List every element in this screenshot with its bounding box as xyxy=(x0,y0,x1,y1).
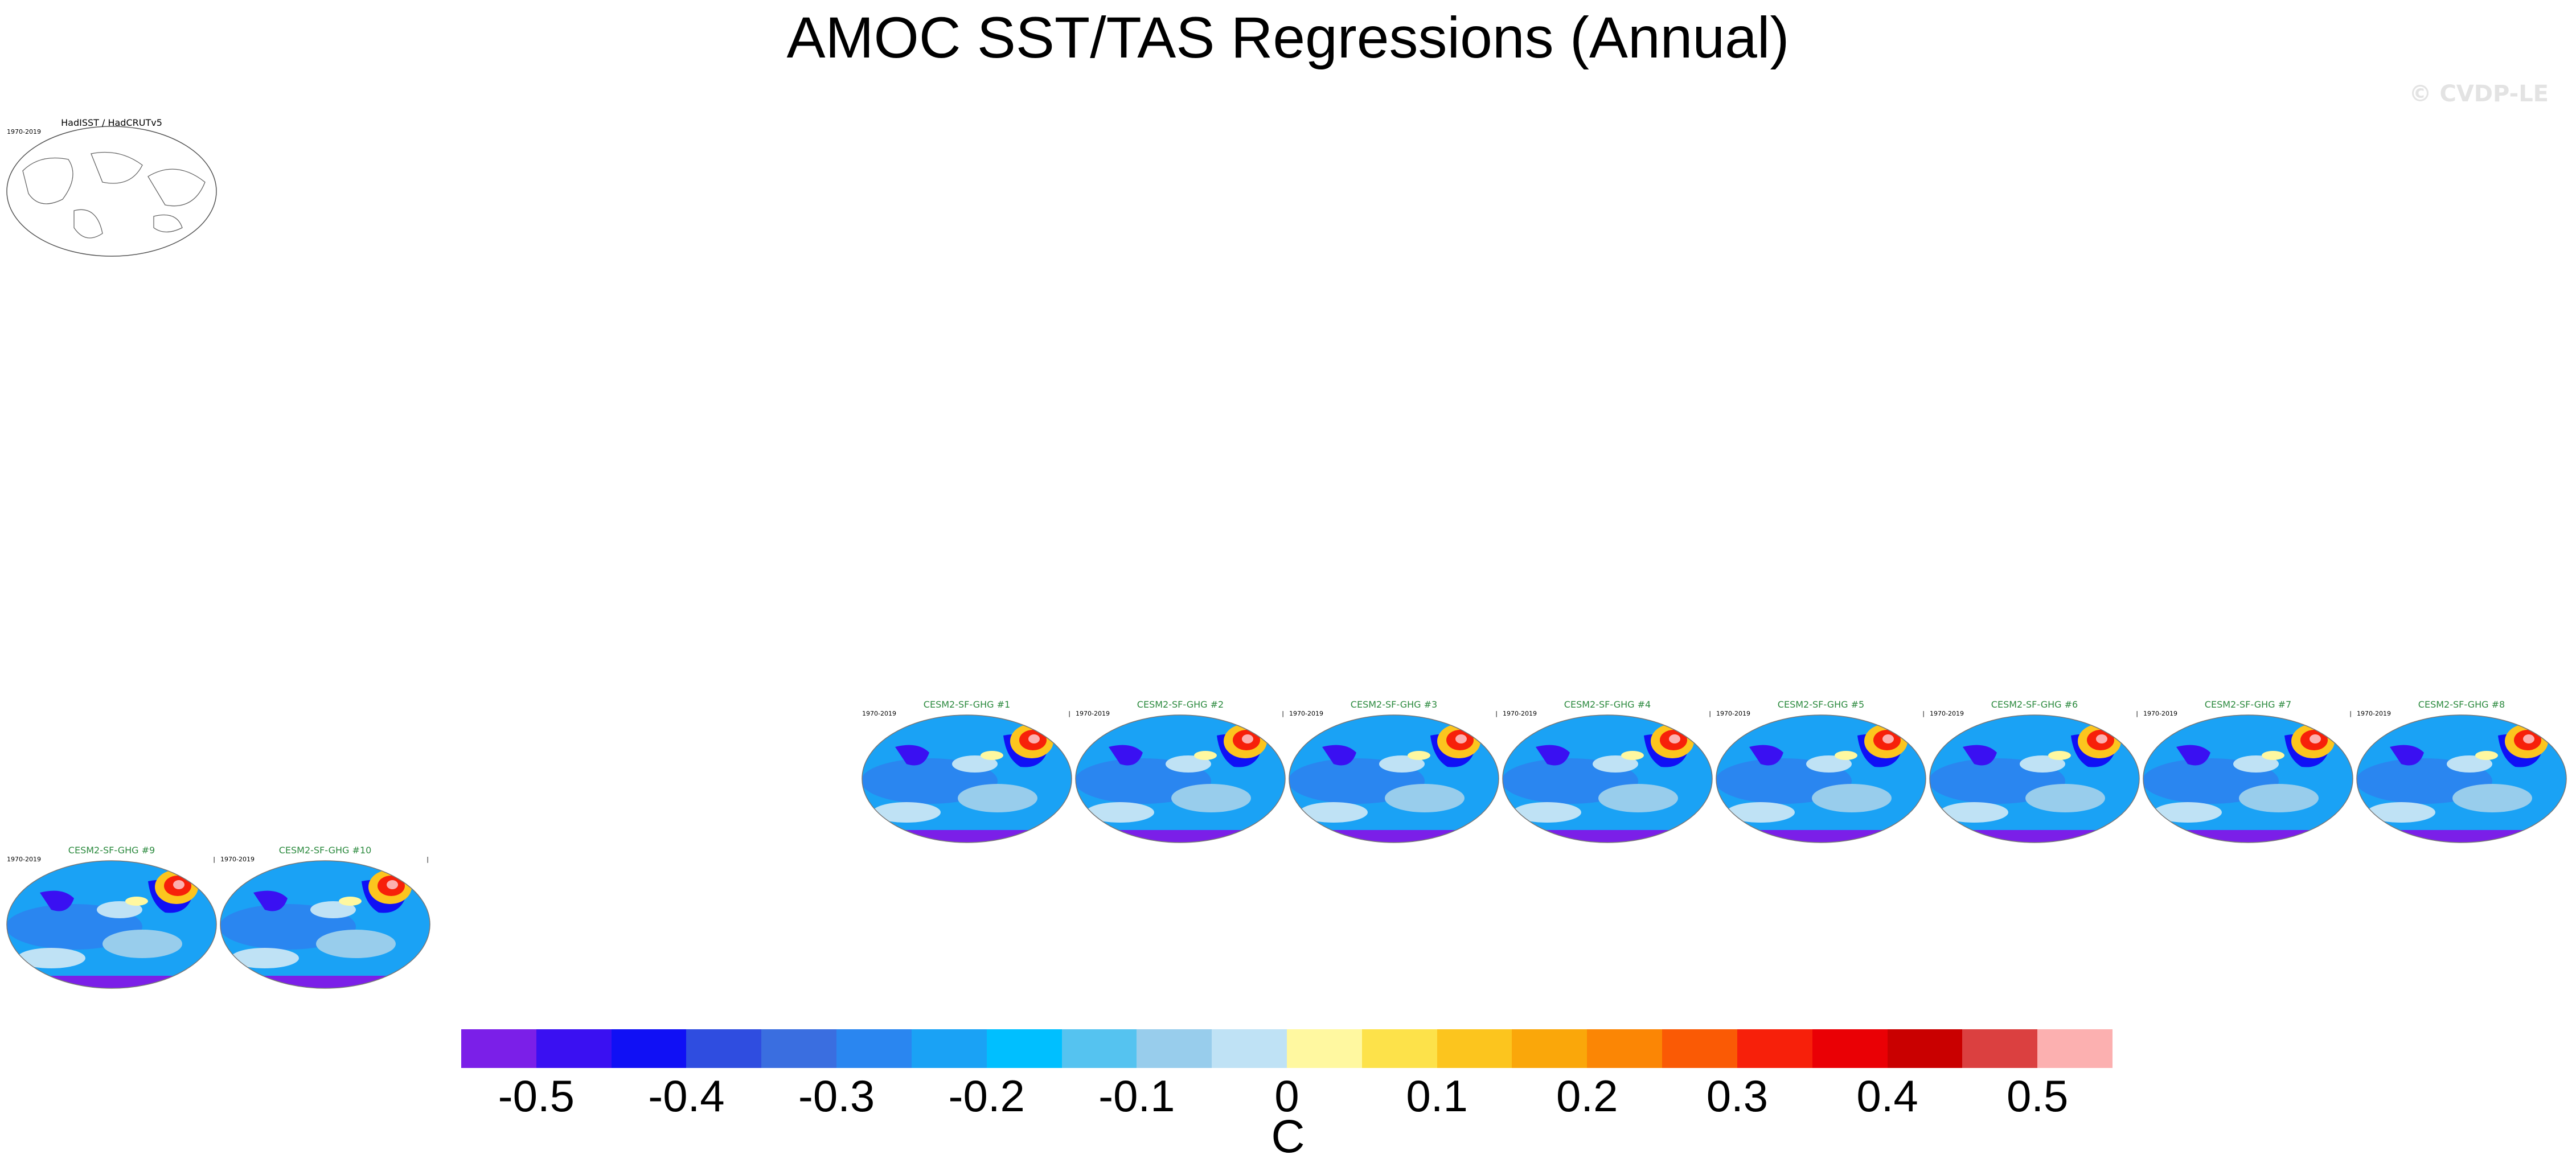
colorbar-cell xyxy=(2037,1029,2113,1068)
panel-title: CESM2-SF-GHG #9 xyxy=(68,845,155,856)
regression-map xyxy=(2143,714,2353,843)
panel-title: CESM2-SF-GHG #7 xyxy=(2204,699,2292,710)
colorbar-tick-label: 0.5 xyxy=(2006,1071,2069,1121)
panel-period: 1970-2019 xyxy=(1503,710,1537,717)
world-map-outline xyxy=(6,126,217,257)
colorbar-tick-label: -0.2 xyxy=(948,1071,1025,1121)
colorbar-cell xyxy=(911,1029,987,1068)
panel-period: 1970-2019 xyxy=(220,856,255,863)
colorbar-cell xyxy=(1812,1029,1888,1068)
colorbar-cell xyxy=(1361,1029,1438,1068)
panel-period: 1970-2019 xyxy=(1930,710,1964,717)
panel-title: CESM2-SF-GHG #2 xyxy=(1137,699,1224,710)
panel-tick: | xyxy=(1922,710,1925,717)
map-panel-model-4: CESM2-SF-GHG #4 1970-2019 | xyxy=(1502,696,1713,849)
panel-period: 1970-2019 xyxy=(2357,710,2391,717)
colorbar-tick-label: 0.1 xyxy=(1406,1071,1468,1121)
colorbar-unit: C xyxy=(1271,1111,1305,1162)
panel-title: HadISST / HadCRUTv5 xyxy=(61,117,162,128)
colorbar-cell xyxy=(1737,1029,1813,1068)
colorbar-cell xyxy=(536,1029,612,1068)
regression-map xyxy=(220,860,430,989)
map-panel-model-7: CESM2-SF-GHG #7 1970-2019 | xyxy=(2142,696,2354,849)
colorbar-cell xyxy=(1662,1029,1738,1068)
colorbar-cell xyxy=(1287,1029,1363,1068)
panel-period: 1970-2019 xyxy=(1289,710,1323,717)
panel-period: 1970-2019 xyxy=(7,128,41,135)
panel-title: CESM2-SF-GHG #5 xyxy=(1777,699,1865,710)
colorbar-cell xyxy=(1437,1029,1512,1068)
regression-map xyxy=(6,860,217,989)
regression-map xyxy=(2356,714,2567,843)
map-panel-model-2: CESM2-SF-GHG #2 1970-2019 | xyxy=(1074,696,1286,849)
panel-title: CESM2-SF-GHG #10 xyxy=(278,845,372,856)
map-panel-model-10: CESM2-SF-GHG #10 1970-2019 | xyxy=(219,841,431,995)
colorbar-tick-label: -0.1 xyxy=(1098,1071,1175,1121)
panel-title: CESM2-SF-GHG #4 xyxy=(1564,699,1651,710)
regression-map xyxy=(1502,714,1713,843)
colorbar-tick-label: -0.3 xyxy=(798,1071,875,1121)
map-panel-model-6: CESM2-SF-GHG #6 1970-2019 | xyxy=(1929,696,2140,849)
regression-map xyxy=(1289,714,1499,843)
colorbar-tick-label: -0.4 xyxy=(648,1071,725,1121)
colorbar-cell xyxy=(836,1029,912,1068)
map-panel-model-5: CESM2-SF-GHG #5 1970-2019 | xyxy=(1715,696,1927,849)
map-panel-model-9: CESM2-SF-GHG #9 1970-2019 | xyxy=(6,841,218,995)
panel-tick: | xyxy=(1068,710,1070,717)
panel-tick: | xyxy=(2349,710,2352,717)
colorbar-cell xyxy=(1137,1029,1212,1068)
panel-tick: | xyxy=(1495,710,1498,717)
map-panel-model-1: CESM2-SF-GHG #1 1970-2019 | xyxy=(861,696,1073,849)
colorbar-cell xyxy=(461,1029,537,1068)
panel-tick: | xyxy=(1709,710,1711,717)
map-panel-model-8: CESM2-SF-GHG #8 1970-2019 xyxy=(2356,696,2567,849)
colorbar-cell xyxy=(1887,1029,1963,1068)
panel-tick: | xyxy=(426,856,429,863)
regression-map xyxy=(862,714,1072,843)
colorbar-cell xyxy=(1512,1029,1588,1068)
panel-title: CESM2-SF-GHG #1 xyxy=(923,699,1011,710)
map-panel-obs: HadISST / HadCRUTv5 1970-2019 xyxy=(6,114,218,268)
colorbar-cell xyxy=(686,1029,762,1068)
colorbar-tick-label: 0.2 xyxy=(1556,1071,1618,1121)
colorbar-cell xyxy=(611,1029,687,1068)
colorbar xyxy=(461,1029,2113,1068)
panel-title: CESM2-SF-GHG #8 xyxy=(2418,699,2505,710)
panel-tick: | xyxy=(213,856,215,863)
colorbar-cell xyxy=(1212,1029,1287,1068)
watermark: © CVDP-LE xyxy=(2409,81,2549,107)
regression-map xyxy=(1075,714,1286,843)
colorbar-tick-label: 0 xyxy=(1274,1071,1299,1121)
regression-map xyxy=(1929,714,2140,843)
colorbar-cell xyxy=(986,1029,1063,1068)
panel-tick: | xyxy=(1282,710,1284,717)
colorbar-tick-label: 0.3 xyxy=(1706,1071,1769,1121)
colorbar-cell xyxy=(1061,1029,1137,1068)
panel-period: 1970-2019 xyxy=(862,710,896,717)
colorbar-cell xyxy=(761,1029,837,1068)
panel-period: 1970-2019 xyxy=(2143,710,2177,717)
figure-title: AMOC SST/TAS Regressions (Annual) xyxy=(786,5,1790,70)
panel-title: CESM2-SF-GHG #6 xyxy=(1991,699,2078,710)
colorbar-cell xyxy=(1962,1029,2038,1068)
colorbar-tick-label: -0.5 xyxy=(498,1071,575,1121)
panel-title: CESM2-SF-GHG #3 xyxy=(1350,699,1438,710)
panel-period: 1970-2019 xyxy=(1716,710,1750,717)
regression-map xyxy=(1716,714,1926,843)
colorbar-cell xyxy=(1587,1029,1663,1068)
panel-period: 1970-2019 xyxy=(7,856,41,863)
map-panel-model-3: CESM2-SF-GHG #3 1970-2019 | xyxy=(1288,696,1500,849)
panel-period: 1970-2019 xyxy=(1076,710,1110,717)
panel-tick: | xyxy=(2136,710,2138,717)
colorbar-tick-label: 0.4 xyxy=(1856,1071,1918,1121)
